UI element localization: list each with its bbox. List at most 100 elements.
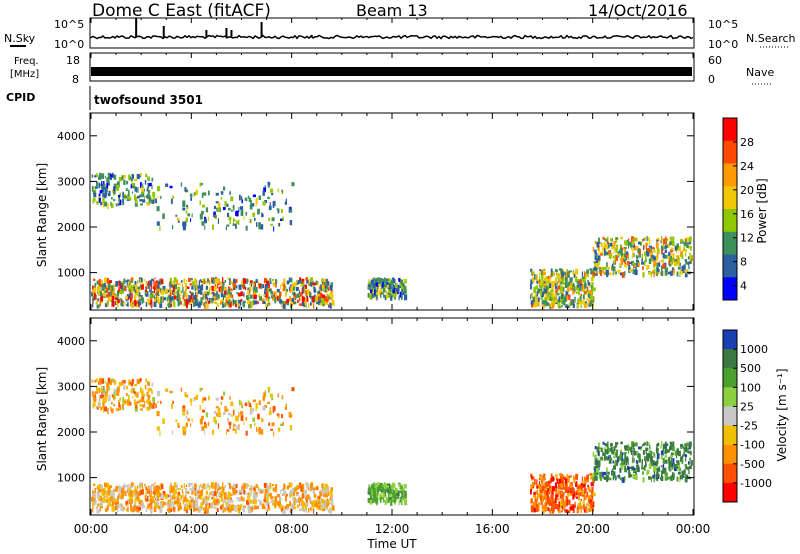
- range-cell: [589, 489, 591, 493]
- range-cell: [99, 172, 102, 176]
- range-cell: [371, 493, 374, 497]
- range-cell: [660, 445, 662, 449]
- range-cell: [270, 428, 273, 431]
- range-cell: [676, 243, 679, 249]
- range-cell: [589, 296, 593, 301]
- range-cell: [183, 426, 187, 432]
- range-cell: [584, 507, 588, 513]
- range-cell: [228, 487, 231, 490]
- range-cell: [291, 487, 295, 492]
- range-cell: [233, 204, 235, 211]
- range-cell: [661, 454, 663, 460]
- range-cell: [652, 451, 655, 455]
- range-cell: [224, 201, 227, 207]
- range-cell: [173, 482, 177, 488]
- range-cell: [563, 271, 566, 275]
- range-cell: [586, 286, 589, 293]
- range-cell: [400, 487, 402, 492]
- range-cell: [189, 299, 192, 306]
- range-cell: [541, 510, 545, 514]
- range-cell: [264, 200, 268, 203]
- range-cell: [684, 454, 687, 458]
- range-cell: [112, 173, 115, 178]
- range-cell: [612, 266, 616, 272]
- range-cell: [127, 287, 130, 292]
- range-cell: [128, 190, 130, 197]
- range-cell: [676, 448, 679, 454]
- range-cell: [214, 489, 217, 492]
- range-cell: [182, 430, 186, 436]
- range-cell: [266, 502, 269, 506]
- range-cell: [605, 474, 609, 480]
- range-cell: [557, 507, 559, 513]
- range-cell: [291, 503, 294, 507]
- range-cell: [130, 498, 134, 504]
- range-cell: [222, 277, 224, 284]
- range-cell: [136, 303, 139, 308]
- range-cell: [649, 444, 651, 450]
- range-cell: [176, 484, 179, 491]
- range-cell: [573, 479, 576, 483]
- range-cell: [393, 278, 396, 284]
- range-cell: [299, 497, 303, 502]
- range-cell: [110, 495, 112, 501]
- range-cell: [388, 292, 392, 296]
- range-cell: [230, 196, 234, 202]
- range-cell: [687, 461, 690, 465]
- range-cell: [198, 280, 200, 286]
- range-cell: [295, 287, 299, 290]
- range-cell: [568, 499, 571, 506]
- range-cell: [679, 467, 681, 471]
- range-cell: [559, 509, 561, 513]
- range-cell: [626, 445, 629, 448]
- range-cell: [261, 417, 263, 423]
- range-cell: [267, 304, 269, 307]
- range-cell: [566, 474, 568, 479]
- range-cell: [235, 223, 237, 229]
- range-cell: [130, 286, 133, 292]
- range-cell: [656, 266, 659, 273]
- range-cell: [122, 403, 124, 409]
- nsearch-tick-bottom: 10^0: [708, 38, 738, 51]
- range-cell: [146, 381, 150, 386]
- range-cell: [201, 415, 204, 420]
- range-cell: [371, 284, 373, 290]
- range-cell: [611, 245, 614, 250]
- range-cell: [260, 429, 264, 435]
- range-cell: [672, 458, 675, 464]
- range-cell: [620, 259, 624, 265]
- range-cell: [673, 262, 677, 267]
- range-cell: [235, 508, 237, 513]
- range-cell: [582, 284, 585, 290]
- range-cell: [533, 492, 536, 495]
- range-cell: [567, 477, 569, 483]
- range-cell: [286, 302, 289, 306]
- range-cell: [590, 301, 593, 304]
- range-cell: [646, 250, 650, 257]
- range-cell: [260, 224, 264, 230]
- range-cell: [541, 305, 545, 309]
- range-cell: [374, 483, 378, 490]
- range-cell: [194, 487, 196, 491]
- range-cell: [145, 378, 148, 383]
- range-cell: [603, 447, 606, 454]
- range-cell: [544, 501, 548, 506]
- range-cell: [293, 506, 297, 510]
- range-cell: [327, 492, 330, 497]
- range-cell: [685, 252, 687, 257]
- range-cell: [104, 508, 108, 512]
- range-cell: [572, 288, 575, 292]
- range-cell: [566, 510, 570, 514]
- range-cell: [241, 402, 243, 409]
- range-cell: [684, 258, 687, 262]
- range-cell: [132, 490, 136, 497]
- range-cell: [585, 480, 587, 485]
- range-cell: [671, 258, 674, 262]
- range-cell: [624, 262, 627, 268]
- colorbar-tick-label: -1000: [740, 477, 772, 490]
- range-cell: [656, 477, 659, 482]
- range-cell: [161, 279, 164, 284]
- range-cell: [577, 299, 580, 302]
- range-cell: [266, 288, 270, 293]
- range-cell: [685, 239, 688, 246]
